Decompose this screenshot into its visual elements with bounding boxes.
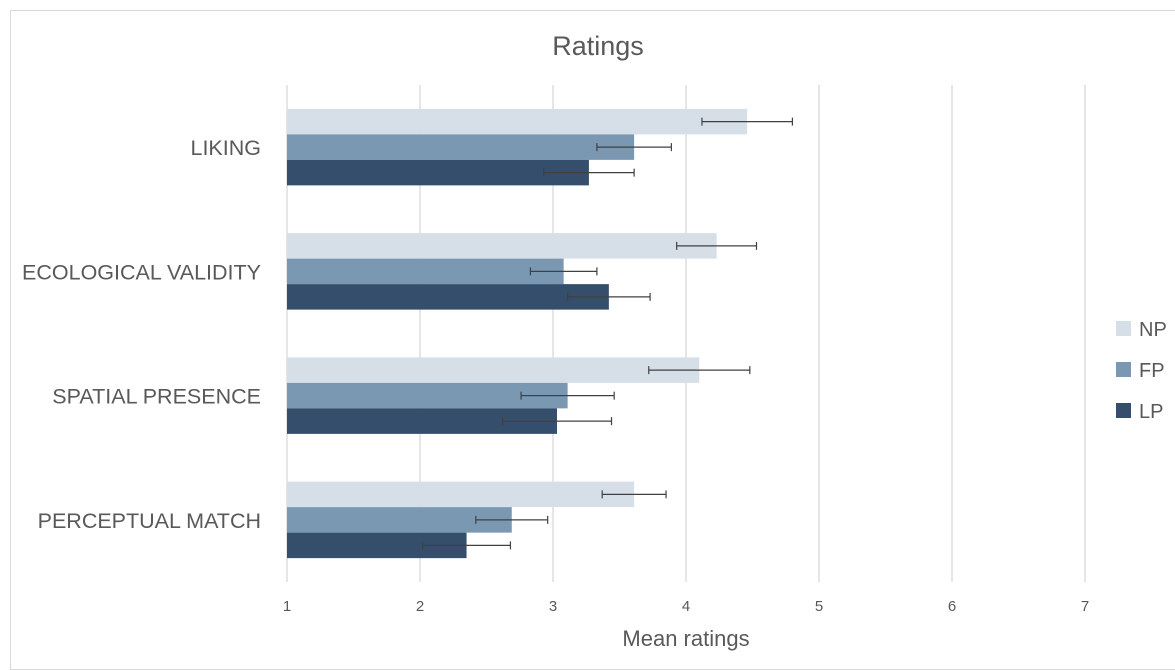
category-label: LIKING xyxy=(191,136,262,160)
x-tick-label: 1 xyxy=(283,598,291,615)
bar-lp xyxy=(287,284,609,310)
legend-label-fp: FP xyxy=(1139,360,1165,382)
category-label: ECOLOGICAL VALIDITY xyxy=(22,260,261,284)
legend-label-np: NP xyxy=(1139,319,1167,341)
x-tick-label: 2 xyxy=(416,598,424,615)
legend: NP FP LP xyxy=(1116,319,1167,423)
bar-np xyxy=(287,481,635,508)
bar-fp xyxy=(287,507,512,533)
x-tick-label: 7 xyxy=(1081,598,1089,615)
bar-np xyxy=(287,357,700,383)
x-tick-label: 3 xyxy=(549,598,557,615)
bar-lp xyxy=(287,159,589,186)
x-tick-label: 6 xyxy=(948,598,956,615)
category-label: SPATIAL PRESENCE xyxy=(52,385,261,409)
chart-title: Ratings xyxy=(552,31,644,61)
legend-label-lp: LP xyxy=(1139,401,1163,423)
x-tick-label: 5 xyxy=(815,598,823,615)
legend-swatch-lp xyxy=(1116,403,1131,418)
error-bars xyxy=(422,117,794,550)
legend-swatch-fp xyxy=(1116,362,1131,377)
bar-np xyxy=(287,233,717,259)
bars xyxy=(287,108,748,559)
labels: 1 2 3 4 5 6 7 LIKING ECOLOGICAL VALIDITY SPATIAL … xyxy=(22,136,1089,615)
x-axis-title: Mean ratings xyxy=(622,626,749,651)
bar-np xyxy=(287,108,748,135)
legend-swatch-np xyxy=(1116,321,1131,336)
bar-fp xyxy=(287,134,635,160)
bar-fp xyxy=(287,258,564,285)
category-label: PERCEPTUAL MATCH xyxy=(38,509,261,533)
x-tick-label: 4 xyxy=(682,598,690,615)
